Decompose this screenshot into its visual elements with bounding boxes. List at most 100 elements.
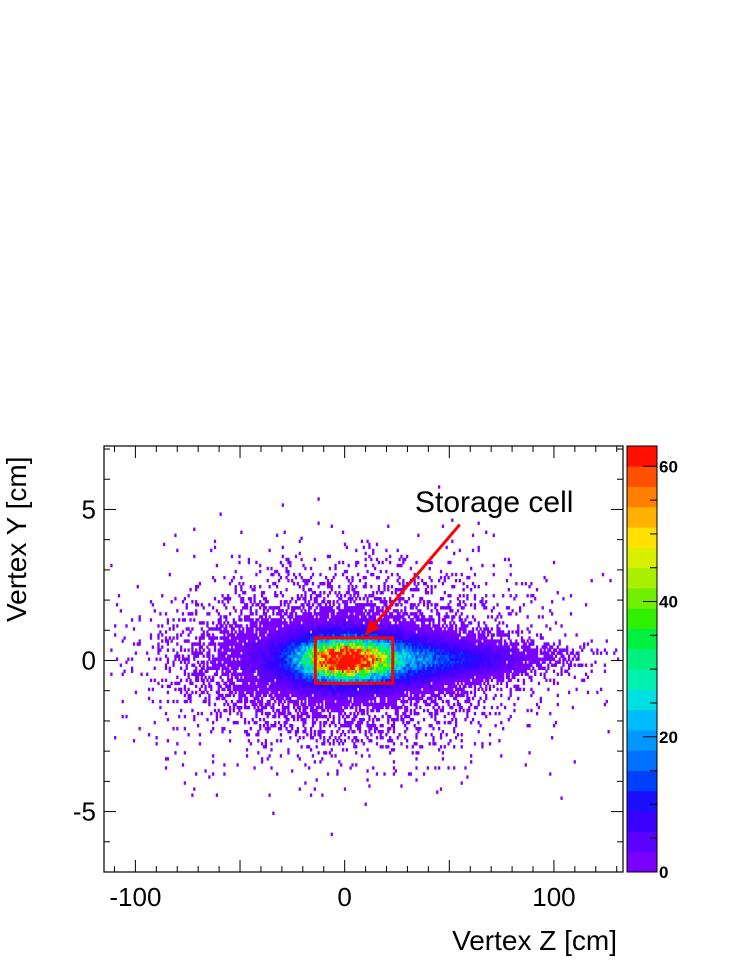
heatmap-cell — [189, 699, 192, 704]
heatmap-cell — [326, 578, 330, 583]
heatmap-cell — [283, 681, 286, 686]
heatmap-cell — [330, 657, 333, 661]
heatmap-cell — [447, 672, 450, 677]
heatmap-cell — [447, 575, 450, 580]
heatmap-cell — [321, 666, 324, 670]
heatmap-cell — [341, 600, 345, 604]
heatmap-cell — [236, 763, 239, 767]
heatmap-cell — [357, 726, 360, 731]
heatmap-cell — [381, 560, 384, 565]
heatmap-cell — [311, 714, 315, 719]
heatmap-cell — [436, 720, 439, 725]
heatmap-cell — [351, 588, 354, 592]
heatmap-cell — [311, 621, 315, 625]
heatmap-cell — [417, 720, 420, 725]
heatmap-cell — [266, 633, 269, 637]
heatmap-cell — [379, 705, 382, 710]
heatmap-cell — [294, 645, 298, 649]
heatmap-cell — [279, 666, 283, 670]
heatmap-cell — [400, 645, 403, 649]
heatmap-cell — [409, 648, 413, 652]
heatmap-cell — [219, 651, 222, 655]
heatmap-cell — [355, 618, 358, 622]
heatmap-cell — [436, 657, 439, 661]
heatmap-cell — [211, 639, 215, 643]
heatmap-cell — [387, 584, 390, 589]
heatmap-cell — [249, 621, 252, 625]
heatmap-cell — [217, 666, 220, 670]
heatmap-cell — [279, 690, 283, 695]
heatmap-cell — [264, 745, 267, 749]
heatmap-cell — [417, 642, 420, 646]
heatmap-cell — [353, 702, 356, 707]
heatmap-cell — [360, 720, 364, 725]
heatmap-cell — [334, 666, 337, 670]
heatmap-cell — [424, 651, 428, 655]
heatmap-cell — [417, 726, 420, 731]
heatmap-cell — [436, 702, 439, 707]
heatmap-cell — [400, 648, 403, 652]
heatmap-cell — [311, 615, 315, 619]
heatmap-cell — [411, 621, 414, 625]
heatmap-cell — [319, 648, 322, 652]
heatmap-cell — [213, 545, 217, 550]
heatmap-cell — [270, 696, 273, 701]
heatmap-cell — [187, 654, 190, 658]
heatmap-cell — [161, 633, 164, 637]
heatmap-cell — [298, 633, 301, 637]
heatmap-cell — [394, 666, 397, 670]
heatmap-cell — [415, 678, 418, 683]
heatmap-cell — [326, 717, 330, 722]
heatmap-cell — [330, 624, 333, 628]
heatmap-cell — [172, 636, 175, 640]
heatmap-cell — [324, 660, 328, 664]
heatmap-cell — [285, 633, 288, 637]
heatmap-cell — [345, 684, 348, 689]
heatmap-cell — [311, 639, 315, 643]
heatmap-cell — [341, 730, 345, 734]
heatmap-cell — [328, 627, 332, 631]
heatmap-cell — [285, 696, 288, 701]
heatmap-cell — [202, 642, 205, 646]
heatmap-cell — [308, 699, 311, 704]
heatmap-cell — [338, 654, 341, 658]
heatmap-cell — [132, 627, 136, 631]
heatmap-cell — [396, 693, 399, 698]
heatmap-cell — [285, 636, 288, 640]
heatmap-cell — [364, 621, 367, 625]
heatmap-cell — [422, 618, 426, 622]
heatmap-cell — [289, 563, 292, 568]
heatmap-cell — [195, 651, 198, 655]
heatmap-cell — [366, 624, 369, 628]
heatmap-cell — [405, 600, 409, 604]
heatmap-cell — [326, 627, 330, 631]
heatmap-cell — [387, 666, 390, 670]
heatmap-cell — [389, 633, 392, 637]
heatmap-cell — [215, 793, 219, 797]
heatmap-cell — [372, 612, 375, 616]
heatmap-cell — [441, 672, 445, 677]
heatmap-cell — [309, 575, 313, 580]
heatmap-cell — [259, 624, 262, 628]
heatmap-cell — [321, 618, 324, 622]
heatmap-cell — [245, 633, 249, 637]
heatmap-cell — [172, 618, 175, 622]
heatmap-cell — [308, 675, 311, 680]
heatmap-cell — [270, 639, 273, 643]
heatmap-cell — [279, 726, 283, 731]
heatmap-cell — [249, 642, 252, 646]
heatmap-cell — [404, 705, 407, 710]
heatmap-cell — [379, 621, 382, 625]
heatmap-cell — [407, 678, 411, 683]
heatmap-cell — [225, 630, 228, 634]
heatmap-cell — [238, 690, 241, 695]
heatmap-cell — [198, 669, 202, 673]
heatmap-cell — [266, 657, 269, 661]
heatmap-cell — [430, 645, 433, 649]
heatmap-cell — [413, 684, 416, 689]
heatmap-cell — [349, 594, 352, 598]
heatmap-cell — [405, 678, 409, 683]
heatmap-cell — [294, 690, 298, 695]
heatmap-cell — [249, 690, 252, 695]
heatmap-cell — [225, 639, 228, 643]
